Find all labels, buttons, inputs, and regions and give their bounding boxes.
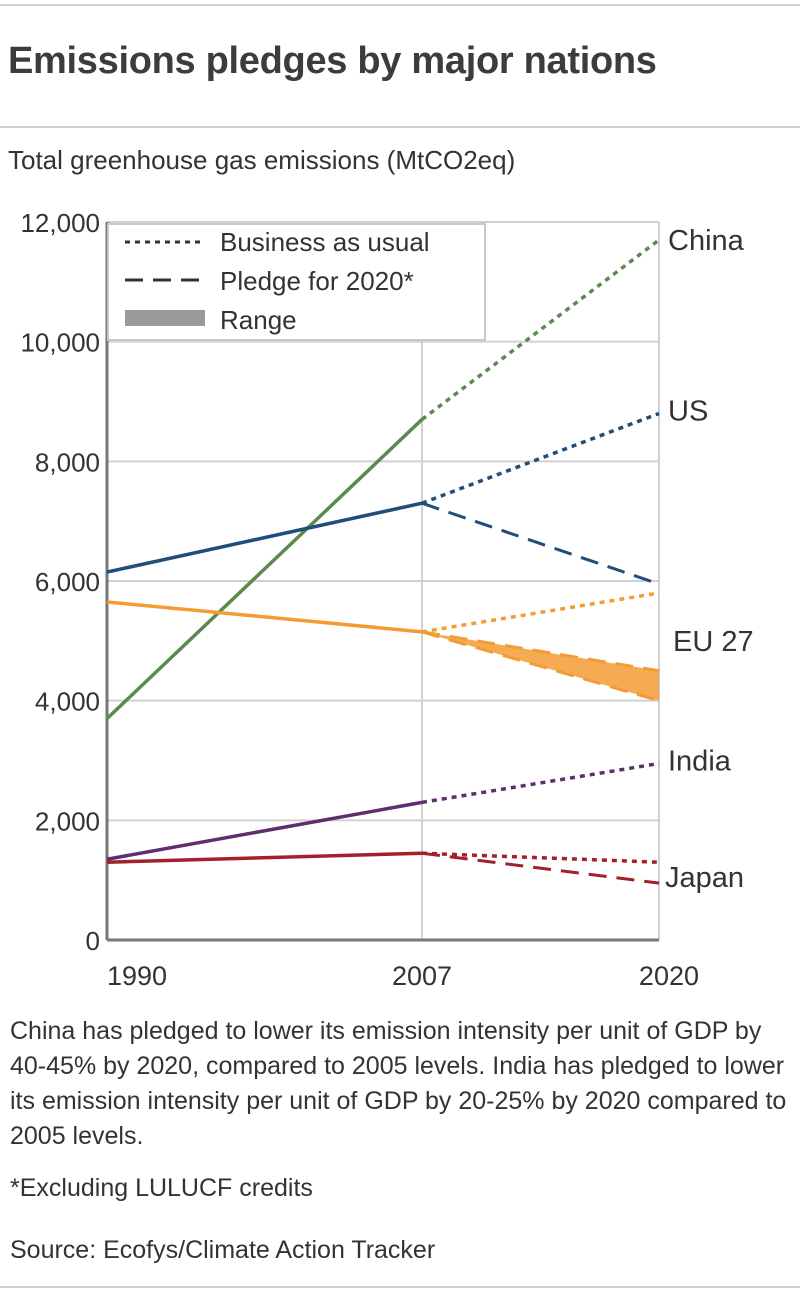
japan-label: Japan bbox=[665, 862, 744, 894]
legend-range-label: Range bbox=[220, 305, 297, 335]
x-tick-label: 2020 bbox=[639, 961, 699, 991]
legend: Business as usual Pledge for 2020* Range bbox=[107, 223, 486, 341]
title-divider bbox=[0, 126, 800, 128]
eu-27-historical-line bbox=[106, 600, 423, 634]
india-business-line bbox=[421, 761, 660, 805]
eu-27-business-line bbox=[421, 591, 660, 634]
bottom-rule bbox=[0, 1286, 800, 1288]
x-tick-labels: 1990 2007 2020 bbox=[107, 961, 699, 991]
us-pledge-line bbox=[421, 501, 660, 586]
china-label: China bbox=[668, 225, 745, 257]
series-labels: China US EU 27 India Japan bbox=[665, 225, 754, 894]
eu-27-pledge-edge bbox=[421, 630, 660, 703]
emissions-chart: 0 2,000 4,000 6,000 8,000 10,000 12,000 1990 20… bbox=[20, 208, 754, 991]
top-rule bbox=[0, 4, 800, 6]
chart-note: China has pledged to lower its emission … bbox=[10, 1017, 787, 1150]
chart-title: Emissions pledges by major nations bbox=[8, 40, 657, 82]
y-tick-label: 4,000 bbox=[35, 687, 100, 717]
chart-subtitle: Total greenhouse gas emissions (MtCO2eq) bbox=[8, 145, 516, 175]
y-tick-label: 2,000 bbox=[35, 806, 100, 836]
eu-27-label: EU 27 bbox=[673, 626, 754, 658]
india-label: India bbox=[668, 746, 732, 778]
axes bbox=[105, 222, 659, 942]
source-credit: Source: Ecofys/Climate Action Tracker bbox=[10, 1236, 436, 1264]
x-tick-label: 2007 bbox=[392, 961, 452, 991]
china-historical-line bbox=[105, 418, 424, 720]
india-historical-line bbox=[106, 800, 423, 861]
us-label: US bbox=[668, 395, 708, 427]
us-business-line bbox=[421, 411, 660, 505]
y-tick-labels: 0 2,000 4,000 6,000 8,000 10,000 12,000 bbox=[20, 208, 100, 956]
eu-27-pledge-edge bbox=[421, 630, 660, 673]
legend-pledge-label: Pledge for 2020* bbox=[220, 266, 414, 296]
us-historical-line bbox=[106, 501, 423, 574]
legend-business-label: Business as usual bbox=[220, 227, 430, 257]
japan-pledge-line bbox=[421, 851, 660, 885]
y-tick-label: 8,000 bbox=[35, 447, 100, 477]
y-tick-label: 10,000 bbox=[20, 328, 100, 358]
y-tick-label: 6,000 bbox=[35, 567, 100, 597]
legend-range-swatch bbox=[125, 310, 205, 326]
series-lines bbox=[105, 238, 661, 885]
y-tick-label: 0 bbox=[86, 926, 100, 956]
x-tick-label: 1990 bbox=[107, 961, 167, 991]
footnote: *Excluding LULUCF credits bbox=[10, 1174, 313, 1202]
y-tick-label: 12,000 bbox=[20, 208, 100, 238]
japan-historical-line bbox=[106, 851, 423, 864]
